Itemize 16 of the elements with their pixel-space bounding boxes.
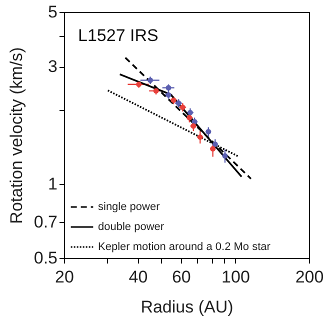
x-axis-title: Radius (AU) (140, 298, 234, 316)
y-tick-label: 3 (48, 57, 58, 76)
y-tick-label: 0.5 (34, 248, 58, 268)
x-tick-label: 40 (128, 268, 148, 286)
y-tick-label: 1 (48, 174, 58, 194)
y-tick-label: 5 (48, 2, 58, 22)
y-tick-label: 0.7 (34, 212, 58, 232)
legend-label: single power (98, 201, 160, 213)
x-tick-label: 20 (55, 268, 74, 286)
annotation: L1527 IRS (78, 26, 158, 45)
legend-label: Kepler motion around a 0.2 Mo star (98, 241, 271, 253)
x-tick-label: 200 (295, 268, 324, 286)
y-axis-title: Rotation velocity (km/s) (6, 47, 26, 224)
legend-label: double power (98, 221, 164, 233)
x-tick-label: 100 (222, 268, 250, 286)
x-tick-label: 60 (172, 268, 191, 286)
